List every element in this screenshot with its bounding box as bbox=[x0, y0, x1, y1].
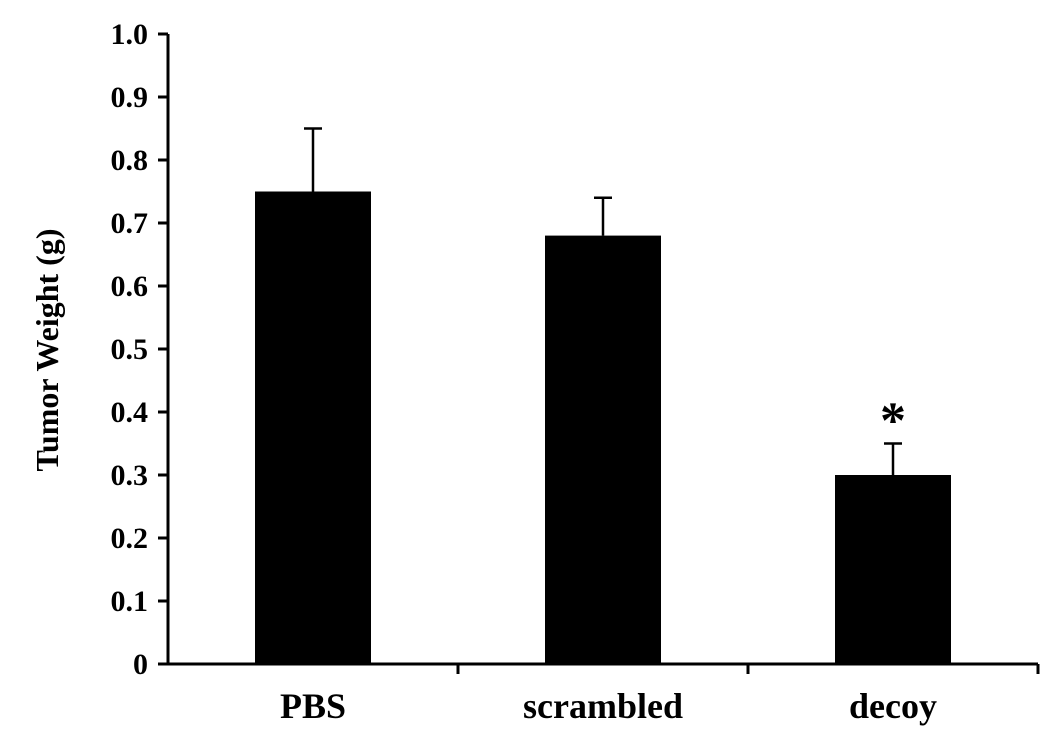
y-tick-label: 0.5 bbox=[111, 333, 149, 366]
plot-area: 0 0.1 0.2 0.3 0.4 0.5 0.6 0.7 0.8 0.9 1.0 PBS scramb… bbox=[111, 18, 1040, 726]
y-tick-label: 0.1 bbox=[111, 585, 149, 618]
x-category-label: scrambled bbox=[523, 686, 683, 726]
y-tick-label: 0.9 bbox=[111, 81, 149, 114]
x-category-label: decoy bbox=[849, 686, 937, 726]
significance-marker: * bbox=[880, 393, 906, 450]
x-category-label: PBS bbox=[280, 686, 346, 726]
bar-2 bbox=[835, 475, 951, 664]
y-tick-label: 0.7 bbox=[111, 207, 149, 240]
y-tick-label: 1.0 bbox=[111, 18, 149, 51]
y-tick-label: 0.8 bbox=[111, 144, 149, 177]
y-axis-title: Tumor Weight (g) bbox=[29, 229, 65, 472]
y-tick-label: 0 bbox=[133, 648, 148, 681]
y-tick-label: 0.2 bbox=[111, 522, 149, 555]
y-tick-label: 0.6 bbox=[111, 270, 149, 303]
y-tick-label: 0.3 bbox=[111, 459, 149, 492]
y-tick-label: 0.4 bbox=[111, 396, 149, 429]
bar-1 bbox=[545, 235, 661, 664]
bar-0 bbox=[255, 191, 371, 664]
